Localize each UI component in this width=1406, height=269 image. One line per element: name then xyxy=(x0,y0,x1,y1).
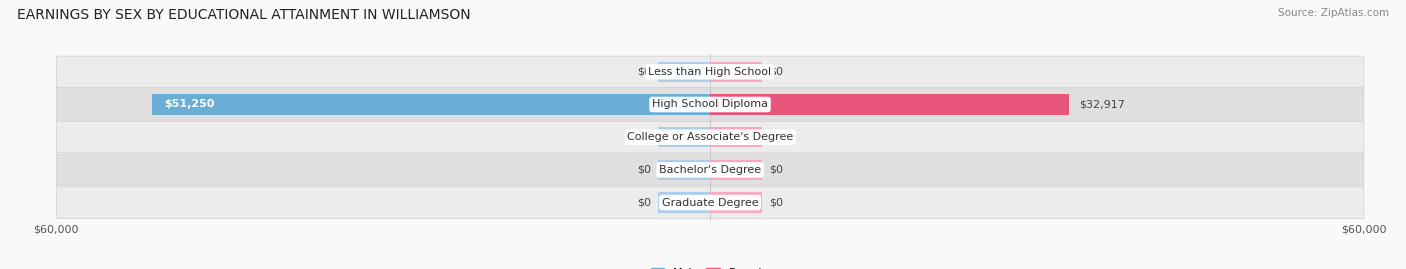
Text: $0: $0 xyxy=(769,132,783,142)
Bar xyxy=(710,62,762,82)
FancyBboxPatch shape xyxy=(56,89,1364,120)
Text: Graduate Degree: Graduate Degree xyxy=(662,198,758,208)
Text: $32,917: $32,917 xyxy=(1080,100,1125,109)
Text: $0: $0 xyxy=(769,67,783,77)
Text: EARNINGS BY SEX BY EDUCATIONAL ATTAINMENT IN WILLIAMSON: EARNINGS BY SEX BY EDUCATIONAL ATTAINMEN… xyxy=(17,8,471,22)
Bar xyxy=(710,160,762,180)
Text: $0: $0 xyxy=(637,67,651,77)
Bar xyxy=(710,94,1069,115)
Bar xyxy=(710,127,762,147)
Bar xyxy=(710,192,762,213)
Text: $0: $0 xyxy=(637,165,651,175)
FancyBboxPatch shape xyxy=(56,154,1364,186)
Text: High School Diploma: High School Diploma xyxy=(652,100,768,109)
Bar xyxy=(152,94,710,115)
Legend: Male, Female: Male, Female xyxy=(651,268,769,269)
Text: College or Associate's Degree: College or Associate's Degree xyxy=(627,132,793,142)
Text: $0: $0 xyxy=(769,198,783,208)
Bar xyxy=(658,127,710,147)
Text: $0: $0 xyxy=(769,165,783,175)
FancyBboxPatch shape xyxy=(56,122,1364,153)
Bar xyxy=(658,192,710,213)
Text: $0: $0 xyxy=(637,198,651,208)
Text: Source: ZipAtlas.com: Source: ZipAtlas.com xyxy=(1278,8,1389,18)
FancyBboxPatch shape xyxy=(56,187,1364,218)
Text: $0: $0 xyxy=(637,132,651,142)
Text: Bachelor's Degree: Bachelor's Degree xyxy=(659,165,761,175)
Bar xyxy=(658,62,710,82)
Bar xyxy=(658,160,710,180)
Text: Less than High School: Less than High School xyxy=(648,67,772,77)
Text: $51,250: $51,250 xyxy=(165,100,215,109)
FancyBboxPatch shape xyxy=(56,56,1364,87)
